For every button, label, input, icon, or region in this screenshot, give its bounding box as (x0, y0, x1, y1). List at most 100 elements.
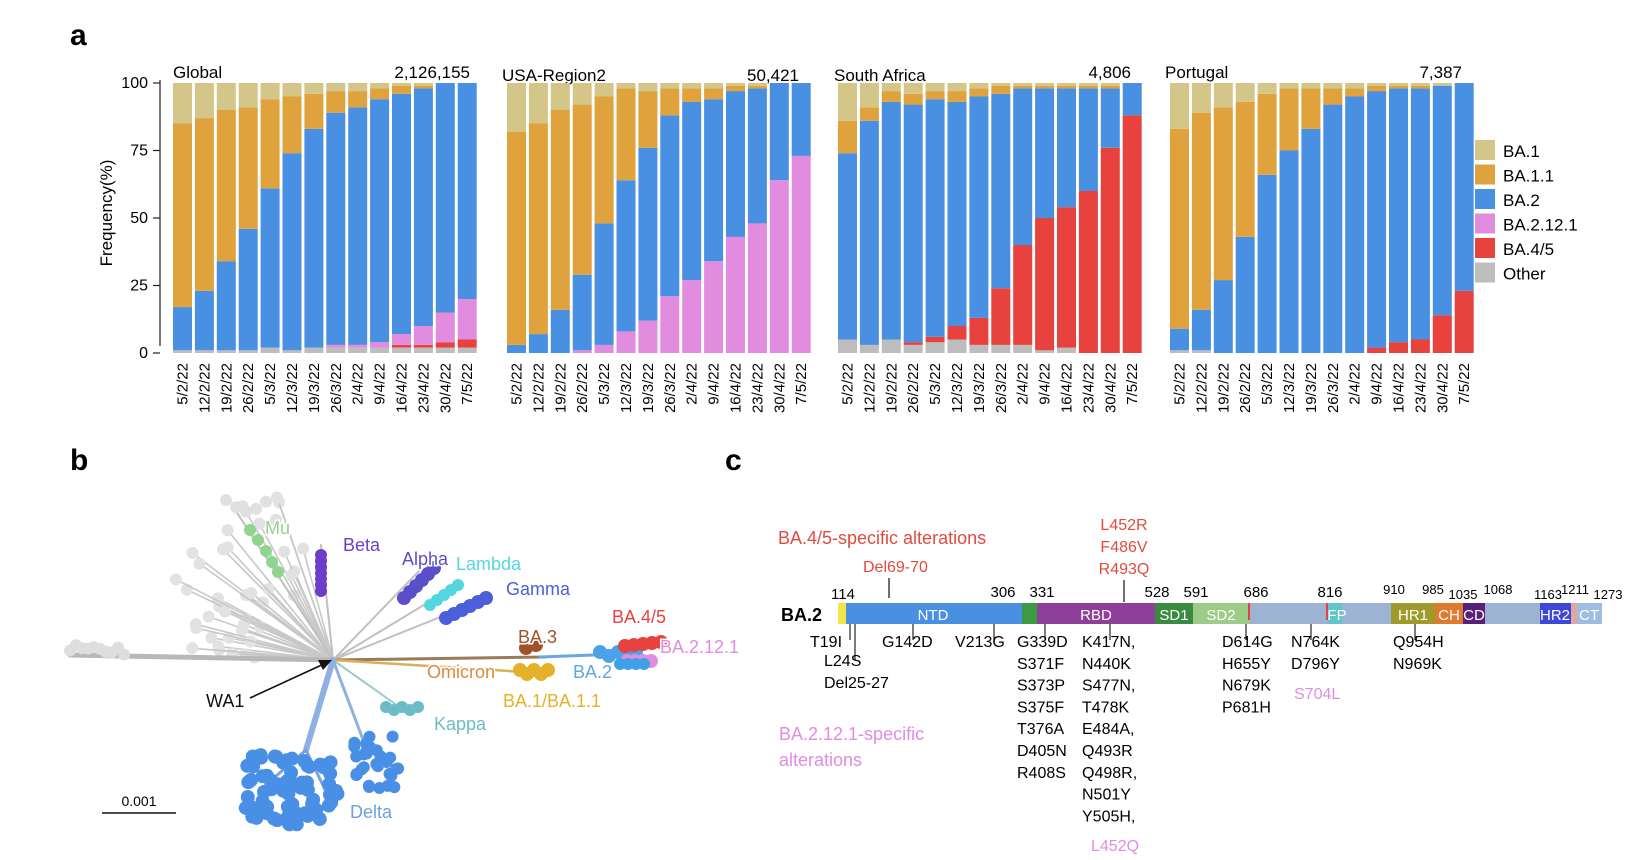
legend-swatch (1475, 238, 1495, 258)
x-tick-label: 9/4/22 (1369, 363, 1386, 405)
bar-segment-ba-1 (370, 83, 390, 89)
bar-segment-ba-1 (304, 83, 324, 94)
x-tick-label: 30/4/22 (1434, 363, 1451, 413)
mutation-label: S477N, (1082, 678, 1135, 695)
x-tick-label: 19/2/22 (552, 363, 569, 413)
chart-count: 50,421 (747, 66, 799, 85)
x-tick-label: 12/2/22 (196, 363, 213, 413)
genome-map: BA.4/5-specific alterations Del69-70 L45… (778, 517, 1622, 855)
x-tick-label: 26/3/22 (328, 363, 345, 413)
bar-segment-ba-2 (550, 309, 570, 353)
x-tick-label: 23/4/22 (749, 363, 766, 413)
legend-swatch (1475, 140, 1495, 160)
tree-branch (331, 658, 367, 747)
y-tick-label: 75 (130, 143, 148, 160)
bar-segment-ba-4-5 (925, 336, 945, 343)
tree-label-gamma: Gamma (506, 579, 571, 599)
bar-segment-ba-1 (572, 83, 592, 105)
x-tick-label: 7/5/22 (1456, 363, 1473, 405)
bar-segment-ba-1 (947, 83, 967, 92)
tree-branch (290, 574, 334, 661)
tree-node (348, 736, 361, 749)
x-tick-label: 16/4/22 (1059, 363, 1076, 413)
bar-segment-other (348, 347, 368, 353)
bar-segment-other (1191, 350, 1211, 353)
tree-node (244, 635, 257, 648)
x-tick-label: 7/5/22 (1124, 363, 1141, 405)
bar-segment-ba-2 (991, 93, 1011, 289)
bar-segment-other (925, 342, 945, 353)
y-tick-label: 50 (130, 210, 148, 227)
bar-segment-ba-2 (903, 104, 923, 343)
x-tick-label: 7/5/22 (459, 363, 476, 405)
tree-node (315, 585, 327, 597)
bar-segment-other (326, 347, 346, 353)
bar-segment-ba-1-1 (991, 85, 1011, 94)
scale-label: 0.001 (121, 793, 156, 809)
phylogenetic-tree (64, 491, 668, 832)
tree-node (350, 767, 363, 780)
chart-usa-region2: USA-Region2 50,421 5/2/22 12/2/22 19/2/22 2… (502, 66, 811, 413)
domain-cd: CD (1463, 607, 1485, 624)
bar-segment-ba-2 (660, 115, 680, 297)
bar-segment-ba-1-1 (638, 91, 658, 148)
bar-segment-ba-1-1 (881, 91, 901, 102)
bar-segment-ba-2 (1013, 88, 1033, 246)
mutation-label: N501Y (1082, 787, 1131, 804)
bar-segment-ba-1-1 (216, 110, 236, 262)
bar-segment-ba-2 (1235, 236, 1255, 353)
scale-bar: 0.001 (102, 793, 176, 814)
bar-segment-ba-4-5 (947, 326, 967, 340)
x-tick-label: 12/3/22 (1281, 363, 1298, 413)
domain-hr1: HR1 (1398, 607, 1428, 624)
bar-segment-ba-2 (1367, 91, 1387, 348)
tree-branch (302, 547, 334, 661)
bar-segment-ba-1 (1013, 83, 1033, 86)
tree-label-ba45: BA.4/5 (612, 607, 666, 627)
bar-segment-ba-1-1 (838, 120, 857, 154)
tree-branch (332, 659, 409, 714)
domain-sd1: SD1 (1159, 607, 1188, 624)
legend: BA.1 BA.1.1 BA.2 BA.2.12.1 BA.4/5 Other (1475, 140, 1578, 284)
tree-labels: Mu Beta Alpha Lambda Gamma BA.4/5 BA.2.1… (205, 517, 741, 824)
x-tick-label: 23/4/22 (415, 363, 432, 413)
bar-segment-other (991, 344, 1011, 353)
bar-segment-other (1035, 350, 1055, 353)
pos-1035: 1035 (1449, 587, 1478, 602)
tree-node (260, 495, 272, 508)
bar-segment-ba-2-12-1 (747, 223, 767, 353)
tree-node (350, 750, 363, 763)
legend-label: BA.1.1 (1503, 167, 1554, 186)
x-tick-label: 30/4/22 (1102, 363, 1119, 413)
bar-segment-ba-2 (791, 83, 811, 156)
bar-segment-ba-1 (726, 83, 745, 86)
tree-branch (195, 627, 334, 661)
bar-segment-other (370, 347, 390, 353)
bar-segment-ba-2-12-1 (769, 180, 789, 353)
mutation-label: Q493R (1082, 743, 1133, 760)
mutation-label: D405N (1017, 743, 1067, 760)
bar-segment-ba-1-1 (947, 91, 967, 102)
tree-node (253, 517, 266, 530)
tree-label-ba3: BA.3 (518, 627, 557, 647)
bar-segment-ba-2 (392, 93, 411, 335)
mutation-label: G142D (882, 634, 933, 651)
bar-segment-ba-2-12-1 (660, 296, 680, 353)
bar-segment-ba-1 (616, 83, 636, 89)
bar-segment-other (216, 350, 236, 353)
bar-segment-ba-4-5 (1367, 347, 1387, 353)
legend-label: BA.2.12.1 (1503, 216, 1578, 235)
bar-segment-ba-4-5 (413, 344, 433, 348)
tree-branch (198, 562, 334, 661)
domain-sd2: SD2 (1206, 607, 1235, 624)
tree-branch (276, 496, 334, 661)
tree-node (282, 817, 297, 832)
bar-segment-ba-2 (528, 334, 548, 353)
bar-segment-other (838, 339, 857, 353)
chart-global: Global 2,126,155 5/2/22 12/2/22 19/2/22 26/… (173, 63, 477, 413)
bar-segment-ba-1-1 (1035, 85, 1055, 89)
legend-swatch (1475, 262, 1495, 283)
mutation-label: V213G (955, 634, 1005, 651)
bar-segment-ba-1 (507, 83, 526, 132)
tree-node (250, 502, 262, 515)
